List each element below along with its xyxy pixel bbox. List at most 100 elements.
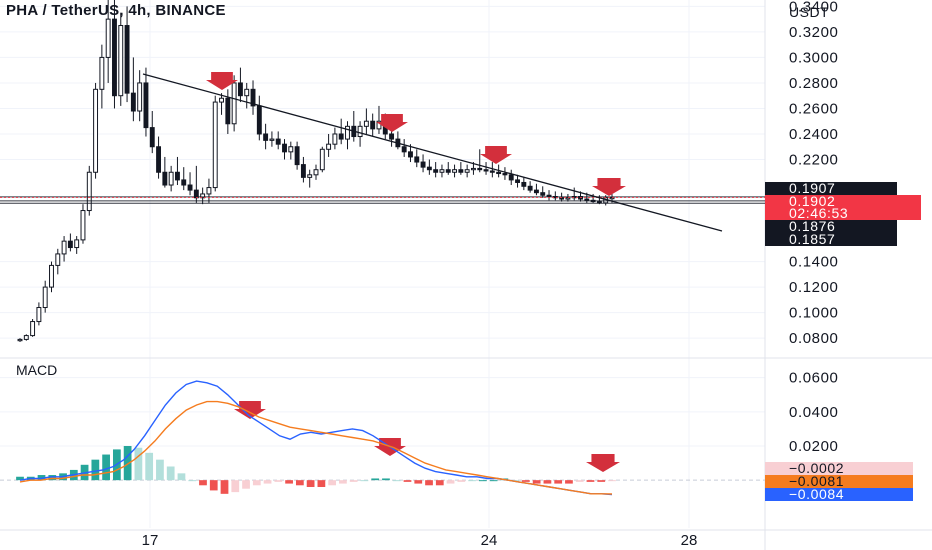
candle-body (515, 179, 520, 183)
price-tick-label: 0.2600 (789, 100, 838, 117)
date-tick-label: 28 (681, 532, 698, 549)
candle-body (307, 174, 313, 178)
candle-body (420, 161, 426, 168)
price-levels (0, 196, 765, 204)
macd-histogram-bar (489, 480, 498, 482)
candle-body (288, 146, 294, 153)
candle-body (80, 210, 86, 241)
price-tag-high: 0.1907 (765, 181, 897, 195)
macd-histogram-bar (274, 480, 283, 482)
candle-body (326, 143, 332, 150)
candle-body (42, 286, 48, 309)
macd-histogram-bar (16, 476, 24, 481)
macd-histogram-bar (608, 480, 616, 482)
candle-body (565, 197, 571, 200)
candle-body (319, 148, 325, 171)
candle-body (256, 105, 262, 135)
candle-body (162, 171, 168, 186)
candle-body (112, 18, 117, 97)
price-tick-label: 0.2800 (789, 75, 838, 92)
date-tick-label: 24 (481, 532, 498, 549)
countdown-tag: 02:46:53 (765, 206, 921, 220)
price-tick-label: 0.2200 (789, 151, 838, 168)
macd-histogram-bar (242, 480, 250, 489)
candle-body (294, 146, 300, 166)
chart-title: PHA / TetherUS, 4h, BINANCE (6, 2, 226, 19)
price-tag-last: 0.1902 (765, 194, 921, 208)
trendline[interactable] (142, 73, 723, 232)
macd-histogram-bar (478, 480, 487, 482)
candle-body (502, 173, 508, 176)
candle-body (99, 56, 105, 90)
macd-histogram-bar (220, 480, 229, 494)
down-arrow-icon (586, 454, 620, 472)
candle-body (137, 82, 143, 112)
macd-histogram-tag: −0.0002 (765, 461, 913, 475)
macd-histogram-bar (188, 480, 197, 482)
candle-body (225, 97, 231, 125)
macd-histogram-bar (543, 480, 552, 484)
candle-body (401, 146, 407, 153)
macd-histogram-bar (295, 480, 304, 486)
candle-body (540, 192, 546, 196)
price-tick-label: 0.1400 (789, 254, 838, 271)
candle-body (105, 18, 111, 58)
macd-histogram-bar (285, 480, 293, 484)
candle-body (67, 240, 73, 249)
date-tick-label: 17 (142, 532, 159, 549)
macd-histogram-bar (231, 480, 240, 493)
price-tick-label: 0.1200 (789, 279, 838, 296)
candle-body (250, 88, 256, 107)
macd-histogram-bar (382, 478, 390, 481)
candle-body (477, 167, 483, 171)
down-arrow-icon (234, 401, 266, 419)
macd-histogram-bar (532, 480, 541, 484)
macd-histogram-bar (586, 480, 595, 482)
macd-tick-label: 0.0200 (789, 438, 838, 455)
macd-histogram-bar (37, 475, 46, 481)
candle-body (332, 133, 338, 145)
macd-histogram-bar (554, 480, 563, 484)
macd-tick-label: 0.0400 (789, 404, 838, 421)
macd-histogram-bar (446, 480, 455, 484)
candle-body (445, 169, 451, 173)
macd-histogram-bar (134, 447, 143, 481)
trendline-segment (142, 73, 723, 232)
candle-body (23, 335, 29, 340)
macd-histogram-bar (328, 480, 337, 486)
macd-line-tag: −0.0084 (765, 487, 913, 501)
candle-body (489, 170, 495, 173)
candle-body (244, 88, 250, 97)
candle-body (338, 133, 344, 140)
candle-body (313, 169, 319, 176)
macd-histogram-bar (371, 478, 380, 481)
macd-histogram-bar (349, 480, 358, 482)
candle-body (452, 169, 458, 173)
candle-body (36, 307, 42, 323)
down-arrow-icon (376, 114, 408, 132)
macd-histogram-bar (317, 480, 326, 487)
candle-body (414, 156, 420, 163)
price-tag-mid: 0.1876 (765, 219, 897, 233)
signal-line (19, 400, 613, 495)
macd-histogram-bar (414, 480, 423, 484)
macd-histogram-bar (102, 454, 110, 481)
macd-histogram-bar (403, 480, 412, 482)
annotation-arrows (206, 72, 626, 472)
candle-body (55, 253, 61, 266)
candle-body (426, 166, 432, 171)
price-tick-label: 0.3400 (789, 0, 838, 15)
candle-body (483, 169, 489, 172)
price-tick-label: 0.3200 (789, 24, 838, 41)
candle-body (458, 169, 464, 173)
candle-body (143, 82, 149, 129)
candle-body (17, 338, 23, 342)
axes: 0.3400 0.3200 0.3000 0.2800 0.2600 0.2400 0.22… (142, 0, 838, 549)
candlestick-series (17, 0, 615, 342)
candle-body (508, 174, 514, 181)
price-tick-label: 0.1000 (789, 305, 838, 322)
candle-body (370, 120, 376, 130)
candle-body (149, 127, 155, 148)
macd-histogram-bar (123, 446, 132, 481)
